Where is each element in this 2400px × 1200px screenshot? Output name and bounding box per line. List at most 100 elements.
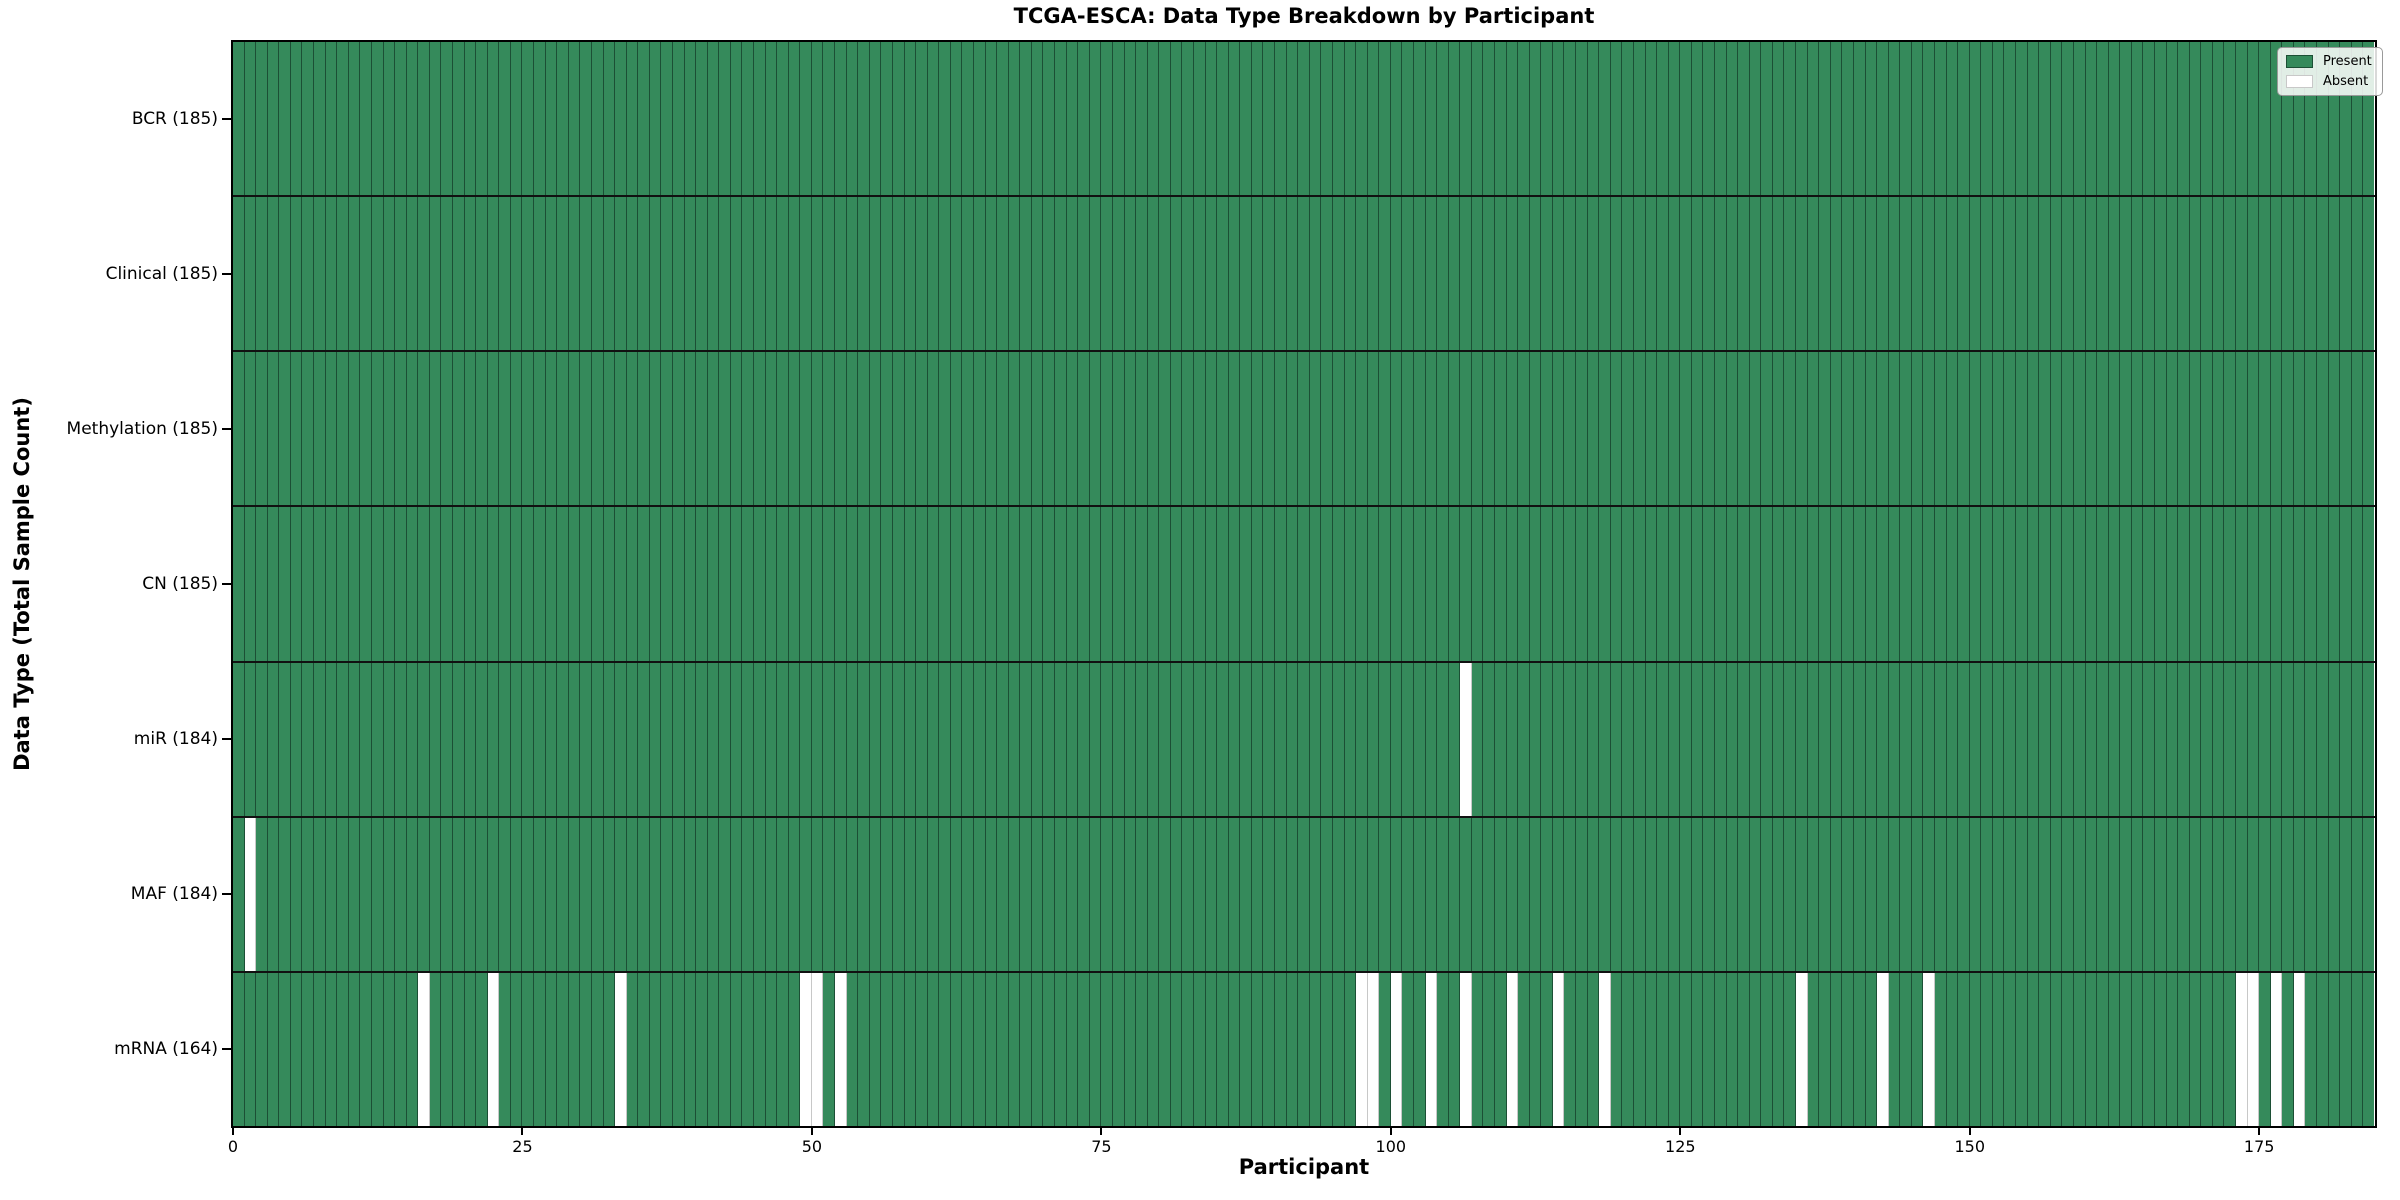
heatmap-cell [1610,662,1623,816]
heatmap-cell [2212,42,2225,196]
heatmap-cell [881,662,893,816]
heatmap-cell [1321,972,1333,1126]
heatmap-cell [707,507,720,661]
heatmap-cell [603,42,616,196]
heatmap-cell [916,507,928,661]
heatmap-cell [360,972,372,1126]
legend-item-present: Present [2286,54,2372,69]
heatmap-cell [962,197,974,351]
heatmap-cell [1159,352,1171,506]
heatmap-cell [2224,817,2237,971]
heatmap-cell [429,662,442,816]
heatmap-cell [1657,662,1669,816]
heatmap-cell [1170,817,1183,971]
heatmap-cell [707,197,720,351]
heatmap-cell [2108,352,2121,506]
heatmap-cell [233,817,245,971]
heatmap-cell [1124,352,1137,506]
heatmap-cell [672,662,685,816]
heatmap-cell [1819,972,1831,1126]
heatmap-cell [1900,42,1912,196]
heatmap-cell [603,507,616,661]
heatmap-cell [1367,352,1380,506]
heatmap-cell [2282,507,2294,661]
heatmap-cell [1240,42,1252,196]
heatmap-cell [1425,197,1438,351]
heatmap-cell [1275,662,1287,816]
heatmap-cell [904,972,917,1126]
heatmap-cell [742,42,755,196]
heatmap-cell [2097,972,2109,1126]
heatmap-row-Clinical [233,197,2375,353]
heatmap-cell [1853,42,1866,196]
heatmap-cell [927,972,940,1126]
heatmap-cell [2282,352,2294,506]
heatmap-cell [2097,197,2109,351]
heatmap-cell [974,197,986,351]
heatmap-cell [1888,972,1901,1126]
heatmap-cell [1101,817,1113,971]
heatmap-cell [638,817,650,971]
heatmap-cell [325,352,338,506]
heatmap-cell [406,42,419,196]
heatmap-cell [2062,817,2074,971]
heatmap-cell [2004,352,2017,506]
heatmap-cell [1969,972,1982,1126]
heatmap-cell [1865,42,1878,196]
heatmap-cell [1668,507,1681,661]
heatmap-cell [1934,817,1947,971]
heatmap-cell [1112,42,1125,196]
heatmap-cell [2073,662,2086,816]
y-tick-mark [222,428,231,431]
heatmap-cell [1981,817,1993,971]
heatmap-cell [1483,352,1496,506]
heatmap-cell [487,662,500,816]
heatmap-cell [638,352,650,506]
heatmap-cell [302,197,315,351]
heatmap-cell [1356,662,1368,816]
heatmap-cell [1830,42,1843,196]
heatmap-cell [1853,352,1866,506]
heatmap-cell [510,507,523,661]
heatmap-cell [1170,42,1183,196]
heatmap-cell [1055,352,1067,506]
heatmap-cell [371,972,384,1126]
x-tick-mark [1100,1126,1103,1135]
heatmap-cell [1969,662,1982,816]
heatmap-cell [464,352,477,506]
heatmap-cell [314,817,326,971]
heatmap-cell [337,662,349,816]
heatmap-cell [1251,817,1264,971]
heatmap-cell [2328,507,2341,661]
heatmap-cell [1888,507,1901,661]
heatmap-cell [1066,197,1079,351]
heatmap-cell [2039,817,2051,971]
heatmap-cell [1448,662,1461,816]
heatmap-cell [1390,972,1403,1126]
heatmap-cell [1738,42,1750,196]
heatmap-cell [1228,662,1241,816]
heatmap-cell [2351,352,2364,506]
heatmap-cell [1332,352,1345,506]
heatmap-cell [1946,507,1959,661]
heatmap-cell [1633,352,1646,506]
heatmap-cell [672,507,685,661]
heatmap-cell [1275,817,1287,971]
heatmap-cell [1031,507,1044,661]
heatmap-cell [1321,662,1333,816]
x-tick-mark [521,1126,524,1135]
heatmap-cell [1842,662,1854,816]
heatmap-cell [2224,42,2237,196]
heatmap-cell [1888,817,1901,971]
heatmap-cell [1981,507,1993,661]
heatmap-cell [1819,507,1831,661]
heatmap-cell [730,352,743,506]
heatmap-cell [441,972,453,1126]
heatmap-cell [754,42,766,196]
heatmap-cell [2317,42,2329,196]
heatmap-cell [1680,972,1692,1126]
heatmap-cell [557,197,569,351]
heatmap-cell [835,662,847,816]
heatmap-cell [823,507,836,661]
heatmap-cell [568,197,581,351]
